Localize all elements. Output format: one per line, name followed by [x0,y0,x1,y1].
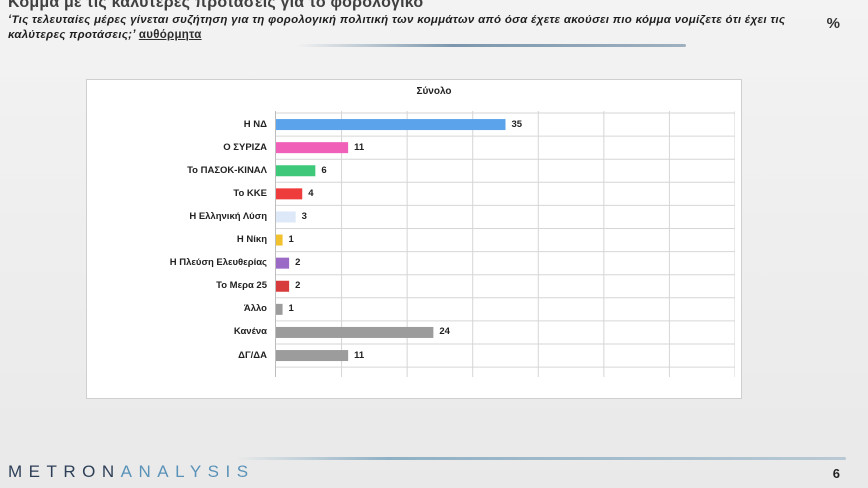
category-label: Η Νίκη [236,234,267,246]
category-label: Κανένα [233,326,267,338]
category-label: Το ΚΚΕ [233,187,267,199]
slide-title: Κόμμα με τις καλύτερες προτάσεις για το … [8,0,424,11]
footer-divider [236,457,846,460]
value-label: 11 [354,141,365,153]
category-label: Η Ελληνική Λύση [189,210,267,222]
brand-part1: METRON [8,462,121,481]
value-label: 4 [308,187,314,199]
value-label: 1 [288,303,294,315]
category-label: Η Πλεύση Ελευθερίας [169,257,267,269]
survey-question: ‘Τις τελευταίες μέρες γίνεται συζήτηση γ… [8,13,818,43]
bar [276,211,296,223]
value-label: 35 [511,118,523,130]
question-text: ‘Τις τελευταίες μέρες γίνεται συζήτηση γ… [8,14,786,41]
bar [276,303,283,315]
question-mode: αυθόρμητα [138,29,202,41]
bar [276,165,316,177]
category-label: Η ΝΔ [243,118,267,130]
bar [276,350,349,362]
page-number: 6 [832,466,840,481]
brand-part2: ANALYSIS [120,462,255,481]
value-label: 2 [295,257,301,269]
category-label: Το Μερα 25 [216,280,267,292]
value-label: 11 [354,349,365,361]
unit-label: % [826,15,840,32]
category-label: Ο ΣΥΡΙΖΑ [223,141,267,153]
plot-area [275,111,735,377]
bar [276,188,303,200]
category-label: Το ΠΑΣΟΚ-ΚΙΝΑΛ [187,164,267,176]
chart-title: Σύνολο [416,86,452,97]
bar [276,257,290,269]
brand-logo: METRONANALYSIS [8,462,255,482]
value-label: 1 [288,234,294,246]
header-divider [296,44,686,47]
bar [276,142,349,154]
category-label: ΔΓ/ΔΑ [238,349,267,361]
value-label: 3 [301,210,307,222]
chart-frame [86,79,742,399]
bar [276,234,283,246]
bar [276,326,434,338]
bar-chart [276,111,735,377]
value-label: 2 [295,280,301,292]
category-label: Άλλο [243,303,267,315]
value-label: 24 [439,326,450,338]
bar [276,119,506,131]
bar [276,280,290,292]
value-label: 6 [321,164,327,176]
